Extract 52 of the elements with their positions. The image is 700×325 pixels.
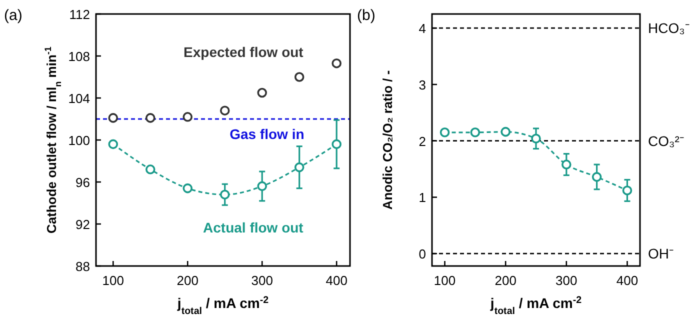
- point: [332, 58, 342, 68]
- point: [562, 160, 572, 170]
- point: [182, 183, 193, 194]
- ref-line-label: OH⁻: [648, 246, 674, 262]
- point: [440, 128, 450, 138]
- y-axis-title: Anodic CO₂/O₂ ratio / -: [380, 70, 395, 210]
- point: [470, 128, 480, 138]
- ref-line-label: HCO₃⁻: [648, 20, 690, 36]
- y-tick-label: 112: [69, 7, 90, 22]
- series-label: Actual flow out: [203, 220, 304, 236]
- y-tick-label: 4: [418, 21, 426, 36]
- x-tick-label: 100: [102, 273, 124, 288]
- y-tick-label: 1: [418, 190, 426, 206]
- point: [257, 88, 267, 98]
- point: [182, 112, 193, 122]
- point: [294, 162, 304, 172]
- x-tick-label: 300: [251, 273, 273, 288]
- y-tick-label: 100: [68, 133, 90, 148]
- x-tick-label: 300: [556, 273, 578, 288]
- point: [531, 134, 541, 144]
- point: [592, 172, 602, 182]
- x-axis-title: j$_{total}$ / mA cm$^{-2}$: [176, 294, 270, 316]
- x-tick-label: 200: [494, 273, 516, 288]
- y-tick-label: 0: [418, 246, 426, 262]
- point: [500, 126, 510, 137]
- y-tick-label: 3: [418, 77, 426, 92]
- point: [622, 186, 632, 196]
- y-tick-label: 88: [76, 259, 90, 274]
- point: [108, 113, 118, 123]
- chart-title: (a): [4, 7, 22, 24]
- ref-line-label: CO₃²⁻: [648, 132, 684, 149]
- y-tick-label: 92: [76, 217, 90, 232]
- point: [108, 139, 118, 150]
- x-tick-label: 400: [326, 273, 348, 288]
- y-tick-label: 108: [68, 49, 90, 64]
- point: [220, 106, 230, 116]
- point: [257, 181, 267, 192]
- x-tick-label: 100: [434, 273, 456, 288]
- y-tick-label: 104: [68, 91, 90, 106]
- point: [145, 164, 156, 174]
- x-tick-label: 200: [176, 273, 198, 288]
- series-label: Expected flow out: [184, 44, 304, 60]
- chart-title: (b): [357, 7, 376, 24]
- ref-line-label: Gas flow in: [230, 126, 304, 142]
- y-tick-label: 2: [418, 134, 426, 149]
- y-tick-label: 96: [76, 175, 90, 190]
- point: [294, 72, 304, 82]
- x-axis-title: j$_{total}$ / mA cm$^{-2}$: [489, 294, 582, 316]
- point: [220, 190, 230, 200]
- point: [332, 139, 342, 150]
- x-tick-label: 400: [616, 273, 638, 288]
- point: [145, 113, 156, 123]
